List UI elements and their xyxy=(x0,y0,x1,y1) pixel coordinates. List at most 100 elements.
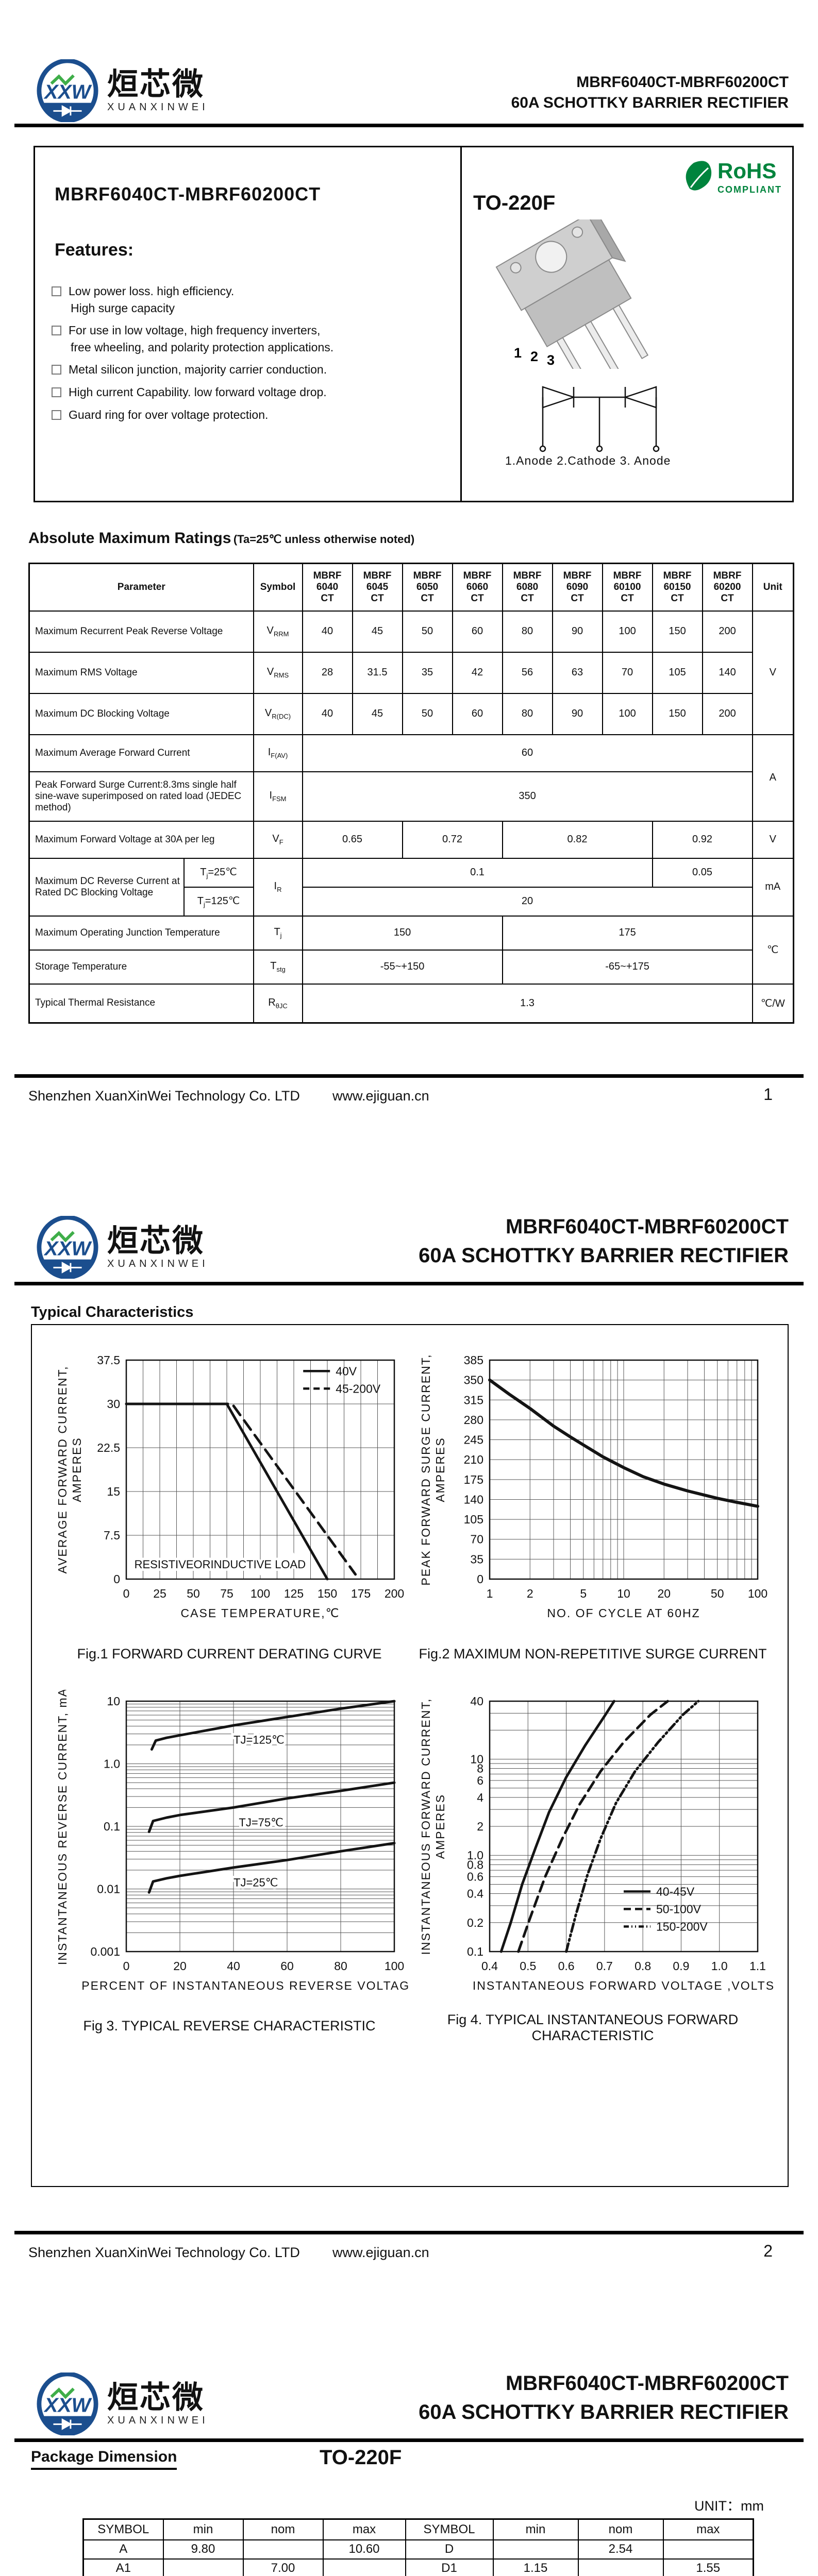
unit-note: UNIT：mm xyxy=(694,2498,764,2514)
svg-text:NO. OF CYCLE AT 60HZ: NO. OF CYCLE AT 60HZ xyxy=(547,1606,700,1620)
table-cell: IFSM xyxy=(253,771,303,822)
page-number: 2 xyxy=(763,2242,773,2260)
features-list: Low power loss. high efficiency. High sur… xyxy=(52,282,433,429)
header-rule xyxy=(14,1282,804,1285)
svg-text:22.5: 22.5 xyxy=(97,1441,120,1454)
page-1: XXW 烜芯微 XUANXINWEI MBRF6040CT-MBRF60200C… xyxy=(0,0,818,1157)
svg-text:80: 80 xyxy=(334,1959,347,1973)
svg-text:AMPERES: AMPERES xyxy=(70,1437,84,1502)
table-cell xyxy=(242,2539,324,2560)
doc-title-line1: MBRF6040CT-MBRF60200CT xyxy=(505,1215,789,1238)
svg-text:40-45V: 40-45V xyxy=(656,1885,695,1898)
package-photo: 1 2 3 xyxy=(495,219,649,369)
table-cell: 350 xyxy=(302,771,753,822)
table-cell: 28 xyxy=(302,651,353,694)
table-cell: A1 xyxy=(82,2558,164,2576)
brand-name-cn: 烜芯微 xyxy=(107,66,205,101)
dimension-table: SYMBOL min nom max SYMBOL min nom max A 9.80 10.60… xyxy=(82,2518,754,2576)
table-header-cell: max xyxy=(662,2518,754,2540)
table-cell: Maximum Forward Voltage at 30A per leg xyxy=(28,820,254,859)
footer-website: www.ejiguan.cn xyxy=(332,1088,429,1104)
table-header-cell: MBRF 60150 CT xyxy=(652,563,703,612)
pin-legend: 1.Anode 2.Cathode 3. Anode xyxy=(505,454,671,467)
logo-monogram: XXW xyxy=(43,1238,92,1260)
table-cell: 45 xyxy=(352,610,403,653)
page-number: 1 xyxy=(763,1085,773,1104)
page-3: XXW 烜芯微 XUANXINWEI MBRF6040CT-MBRF60200C… xyxy=(0,2313,818,2576)
table-cell: 56 xyxy=(502,651,553,694)
svg-text:20: 20 xyxy=(657,1587,671,1600)
svg-text:10: 10 xyxy=(617,1587,630,1600)
doc-title-line1: MBRF6040CT-MBRF60200CT xyxy=(576,74,789,91)
table-cell: Tj=125℃ xyxy=(183,886,254,917)
svg-text:175: 175 xyxy=(351,1587,371,1600)
table-header-cell: Parameter xyxy=(28,563,254,612)
package-name: TO-220F xyxy=(473,192,556,214)
table-cell: 70 xyxy=(602,651,653,694)
table-header-cell: nom xyxy=(242,2518,324,2540)
svg-text:0.1: 0.1 xyxy=(104,1820,120,1833)
list-item: For use in low voltage, high frequency i… xyxy=(52,321,433,355)
brand-logo: XXW 烜芯微 XUANXINWEI xyxy=(36,59,209,122)
svg-text:30: 30 xyxy=(107,1397,120,1411)
ratings-table: Parameter Symbol MBRF 6040 CT MBRF 6045 CT M… xyxy=(28,563,795,1024)
checkbox-icon xyxy=(52,326,61,335)
svg-text:RESISTIVEORINDUCTIVE LOAD: RESISTIVEORINDUCTIVE LOAD xyxy=(135,1558,306,1571)
svg-text:AMPERES: AMPERES xyxy=(433,1794,447,1859)
brand-logo: XXW 烜芯微 XUANXINWEI xyxy=(36,1216,209,1279)
table-header-cell: MBRF 6090 CT xyxy=(552,563,603,612)
table-header-cell: MBRF 6045 CT xyxy=(352,563,403,612)
brand-text: 烜芯微 XUANXINWEI xyxy=(107,2380,209,2427)
svg-text:50: 50 xyxy=(187,1587,200,1600)
table-cell: RθJC xyxy=(253,983,303,1024)
panel-divider xyxy=(460,147,462,501)
svg-text:0.4: 0.4 xyxy=(481,1959,498,1973)
header-rule xyxy=(14,124,804,127)
svg-text:1.0: 1.0 xyxy=(467,1849,483,1862)
pin-label-1: 1 xyxy=(514,345,522,361)
table-cell: 45 xyxy=(352,692,403,735)
footer-rule xyxy=(14,2231,804,2234)
table-cell: 50 xyxy=(402,610,453,653)
brand-name-cn: 烜芯微 xyxy=(107,2380,205,2415)
svg-text:35: 35 xyxy=(470,1552,483,1566)
table-cell: V xyxy=(752,610,794,735)
part-number-title: MBRF6040CT-MBRF60200CT xyxy=(55,183,321,205)
svg-text:315: 315 xyxy=(464,1393,483,1406)
table-cell: Maximum Average Forward Current xyxy=(28,734,254,772)
svg-text:4: 4 xyxy=(477,1791,483,1804)
svg-text:40: 40 xyxy=(470,1694,483,1708)
svg-text:0.9: 0.9 xyxy=(673,1959,689,1973)
table-cell: 0.92 xyxy=(652,820,753,859)
table-cell: mA xyxy=(752,857,794,917)
rohs-leaf-icon xyxy=(686,161,712,191)
table-cell: -55~+150 xyxy=(302,949,503,985)
svg-text:0.7: 0.7 xyxy=(596,1959,613,1973)
section-title: Typical Characteristics xyxy=(31,1304,194,1320)
table-cell: D xyxy=(405,2539,494,2560)
brand-name-cn: 烜芯微 xyxy=(107,1223,205,1258)
table-cell: 0.82 xyxy=(502,820,653,859)
list-item: High current Capability. low forward vol… xyxy=(52,383,433,401)
svg-text:100: 100 xyxy=(385,1959,404,1973)
table-cell: Maximum Recurrent Peak Reverse Voltage xyxy=(28,610,254,653)
doc-title: MBRF6040CT-MBRF60200CT 60A SCHOTTKY BARR… xyxy=(419,2369,789,2427)
footer-company: Shenzhen XuanXinWei Technology Co. LTD xyxy=(28,1088,300,1104)
table-cell: 0.65 xyxy=(302,820,403,859)
table-cell: VR(DC) xyxy=(253,692,303,735)
svg-text:10: 10 xyxy=(470,1752,483,1766)
svg-text:2: 2 xyxy=(527,1587,533,1600)
package-name: TO-220F xyxy=(320,2446,402,2469)
brand-text: 烜芯微 XUANXINWEI xyxy=(107,66,209,113)
table-cell: Tj xyxy=(253,915,303,951)
table-cell: 10.60 xyxy=(322,2539,406,2560)
list-item: Low power loss. high efficiency. High sur… xyxy=(52,282,433,316)
fig1-caption: Fig.1 FORWARD CURRENT DERATING CURVE xyxy=(77,1646,382,1662)
table-cell: V xyxy=(752,820,794,859)
table-cell: 200 xyxy=(702,692,753,735)
table-header-cell: Unit xyxy=(752,563,794,612)
table-cell: 150 xyxy=(652,692,703,735)
svg-text:0.1: 0.1 xyxy=(467,1945,483,1958)
svg-text:6: 6 xyxy=(477,1774,483,1787)
svg-text:0.4: 0.4 xyxy=(467,1887,483,1901)
